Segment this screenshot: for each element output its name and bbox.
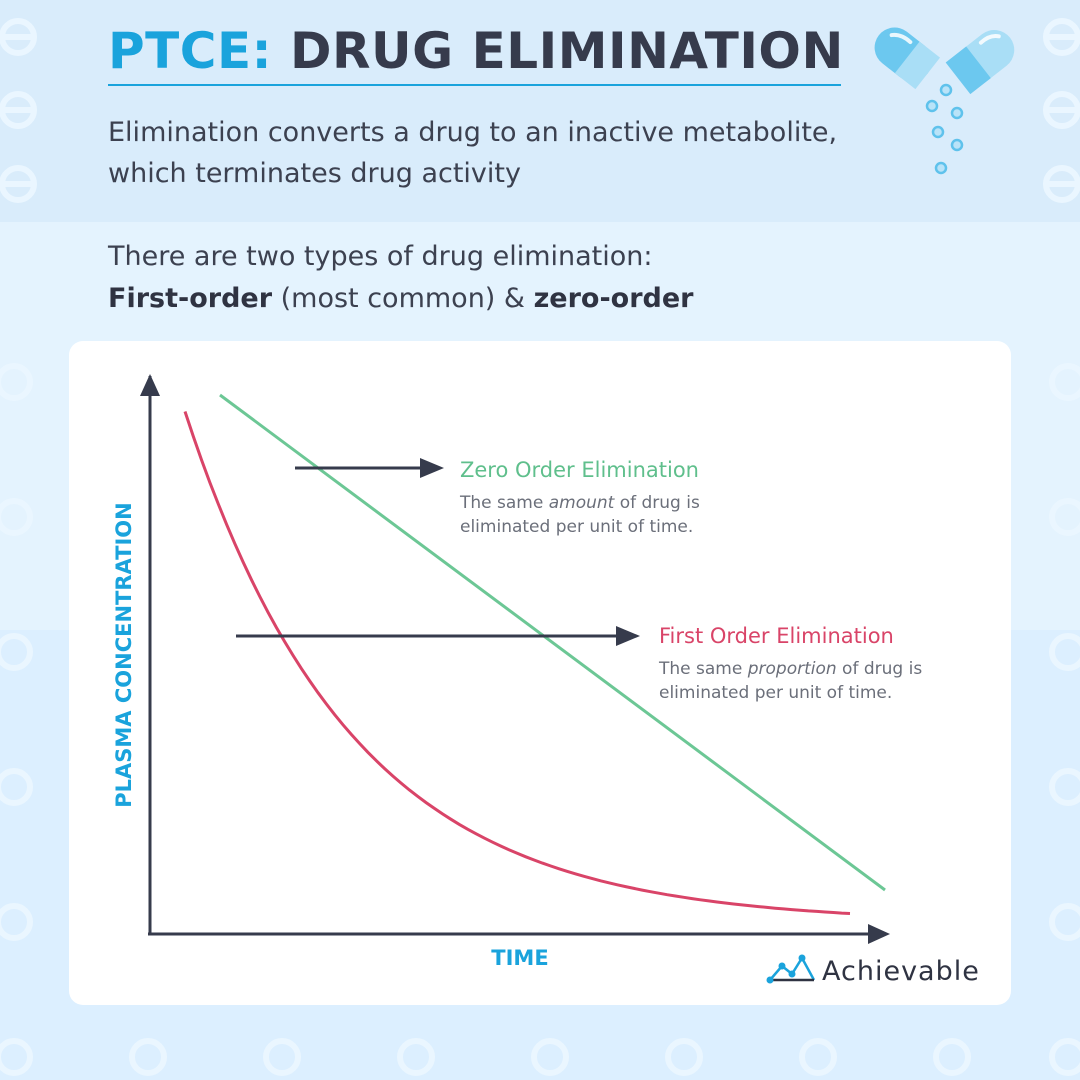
brand-name: Achievable — [822, 956, 980, 987]
subtitle-line-1: Elimination converts a drug to an inacti… — [108, 117, 838, 148]
page-title: PTCE: DRUG ELIMINATION — [108, 22, 844, 80]
subtitle-line-2: which terminates drug activity — [108, 158, 521, 189]
chart-card — [69, 341, 1011, 1005]
capsule-icon — [874, 27, 1015, 175]
y-axis-arrowhead — [140, 374, 160, 396]
first-order-curve — [183, 411, 851, 915]
x-axis-arrowhead — [868, 924, 890, 944]
first-order-pointer-arrowhead — [616, 626, 640, 646]
first-order-description-line-2: eliminated per unit of time. — [659, 683, 892, 703]
zero-order-description-line-2: eliminated per unit of time. — [460, 517, 693, 537]
first-order-description-line-1: The same proportion of drug is — [658, 659, 922, 679]
zero-order-pointer-arrowhead — [420, 458, 444, 478]
most-common-text: (most common) & — [272, 283, 534, 314]
zero-order-heading: Zero Order Elimination — [460, 458, 699, 482]
y-axis-label: PLASMA CONCENTRATION — [112, 502, 136, 807]
first-order-heading: First Order Elimination — [659, 624, 894, 648]
zero-order-label: zero-order — [533, 283, 694, 314]
x-axis-label: TIME — [491, 946, 548, 970]
intro-line-1: There are two types of drug elimination: — [108, 241, 653, 272]
title-main: DRUG ELIMINATION — [290, 22, 844, 80]
achievable-logo-icon — [766, 954, 816, 984]
title-accent: PTCE: — [108, 22, 273, 80]
title-underline — [108, 84, 841, 86]
zero-order-line — [219, 393, 886, 892]
zero-order-description-line-1: The same amount of drug is — [459, 493, 700, 513]
intro-text: There are two types of drug elimination:… — [108, 236, 968, 320]
subtitle: Elimination converts a drug to an inacti… — [108, 112, 908, 194]
first-order-label: First-order — [108, 283, 273, 314]
